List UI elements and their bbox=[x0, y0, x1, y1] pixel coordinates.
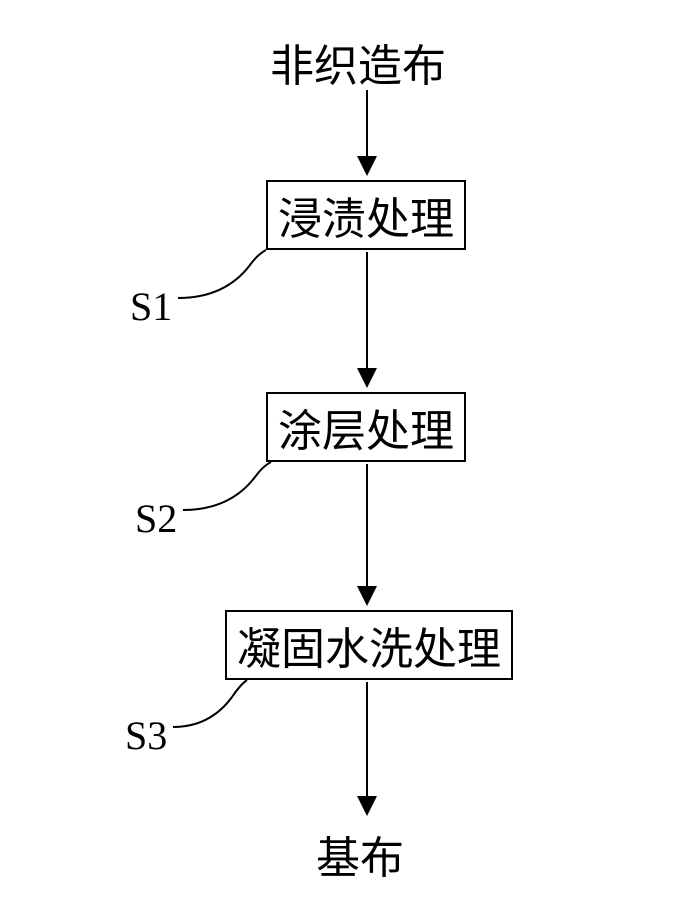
step2-box: 涂层处理 bbox=[266, 392, 466, 462]
step3-label-text: S3 bbox=[125, 713, 167, 758]
end-node: 基布 bbox=[316, 822, 404, 886]
start-text: 非织造布 bbox=[270, 42, 446, 91]
step1-text: 浸渍处理 bbox=[278, 183, 454, 247]
step2-label-text: S2 bbox=[135, 496, 177, 541]
step3-box: 凝固水洗处理 bbox=[225, 610, 513, 680]
step3-label: S3 bbox=[125, 712, 167, 759]
start-node: 非织造布 bbox=[270, 30, 446, 94]
step1-label-text: S1 bbox=[130, 284, 172, 329]
step3-text: 凝固水洗处理 bbox=[237, 613, 501, 677]
step2-label: S2 bbox=[135, 495, 177, 542]
step1-label: S1 bbox=[130, 283, 172, 330]
flowchart-container: 非织造布 浸渍处理 S1 涂层处理 S2 凝固水洗处理 S3 基布 bbox=[0, 0, 688, 903]
end-text: 基布 bbox=[316, 834, 404, 883]
step2-text: 涂层处理 bbox=[278, 395, 454, 459]
step1-box: 浸渍处理 bbox=[266, 180, 466, 250]
